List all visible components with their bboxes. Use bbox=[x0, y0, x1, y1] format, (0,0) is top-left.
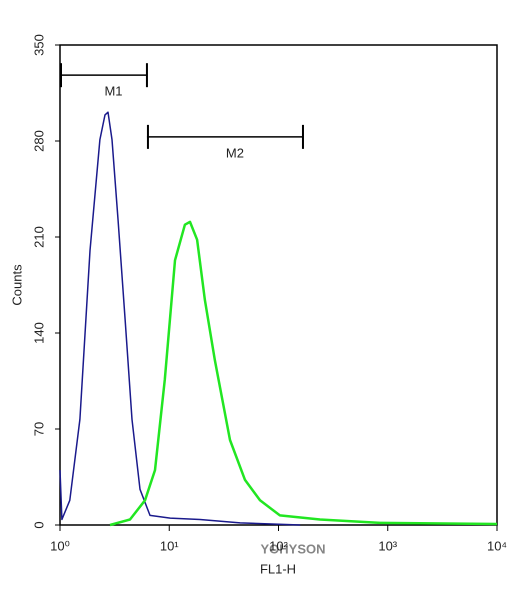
x-tick-label: 10¹ bbox=[160, 538, 179, 553]
gate-label: M1 bbox=[104, 84, 122, 99]
y-tick-label: 210 bbox=[31, 226, 46, 248]
x-tick-label: 10³ bbox=[378, 538, 397, 553]
gate-label: M2 bbox=[226, 145, 244, 160]
y-tick-label: 70 bbox=[31, 422, 46, 436]
histogram-line bbox=[109, 220, 498, 527]
plot-frame bbox=[59, 44, 498, 526]
y-tick-label: 350 bbox=[31, 34, 46, 56]
watermark: YOHYSON bbox=[260, 541, 325, 556]
y-tick-label: 280 bbox=[31, 130, 46, 152]
y-tick-label: 140 bbox=[31, 322, 46, 344]
histogram-line bbox=[59, 111, 301, 526]
x-tick-label: 10⁴ bbox=[487, 538, 507, 553]
y-axis-label: Counts bbox=[9, 264, 24, 306]
x-tick-label: 10² bbox=[269, 538, 288, 553]
y-tick-label: 0 bbox=[31, 521, 46, 528]
x-tick-label: 10⁰ bbox=[50, 538, 70, 553]
x-axis-label: FL1-H bbox=[260, 561, 296, 576]
